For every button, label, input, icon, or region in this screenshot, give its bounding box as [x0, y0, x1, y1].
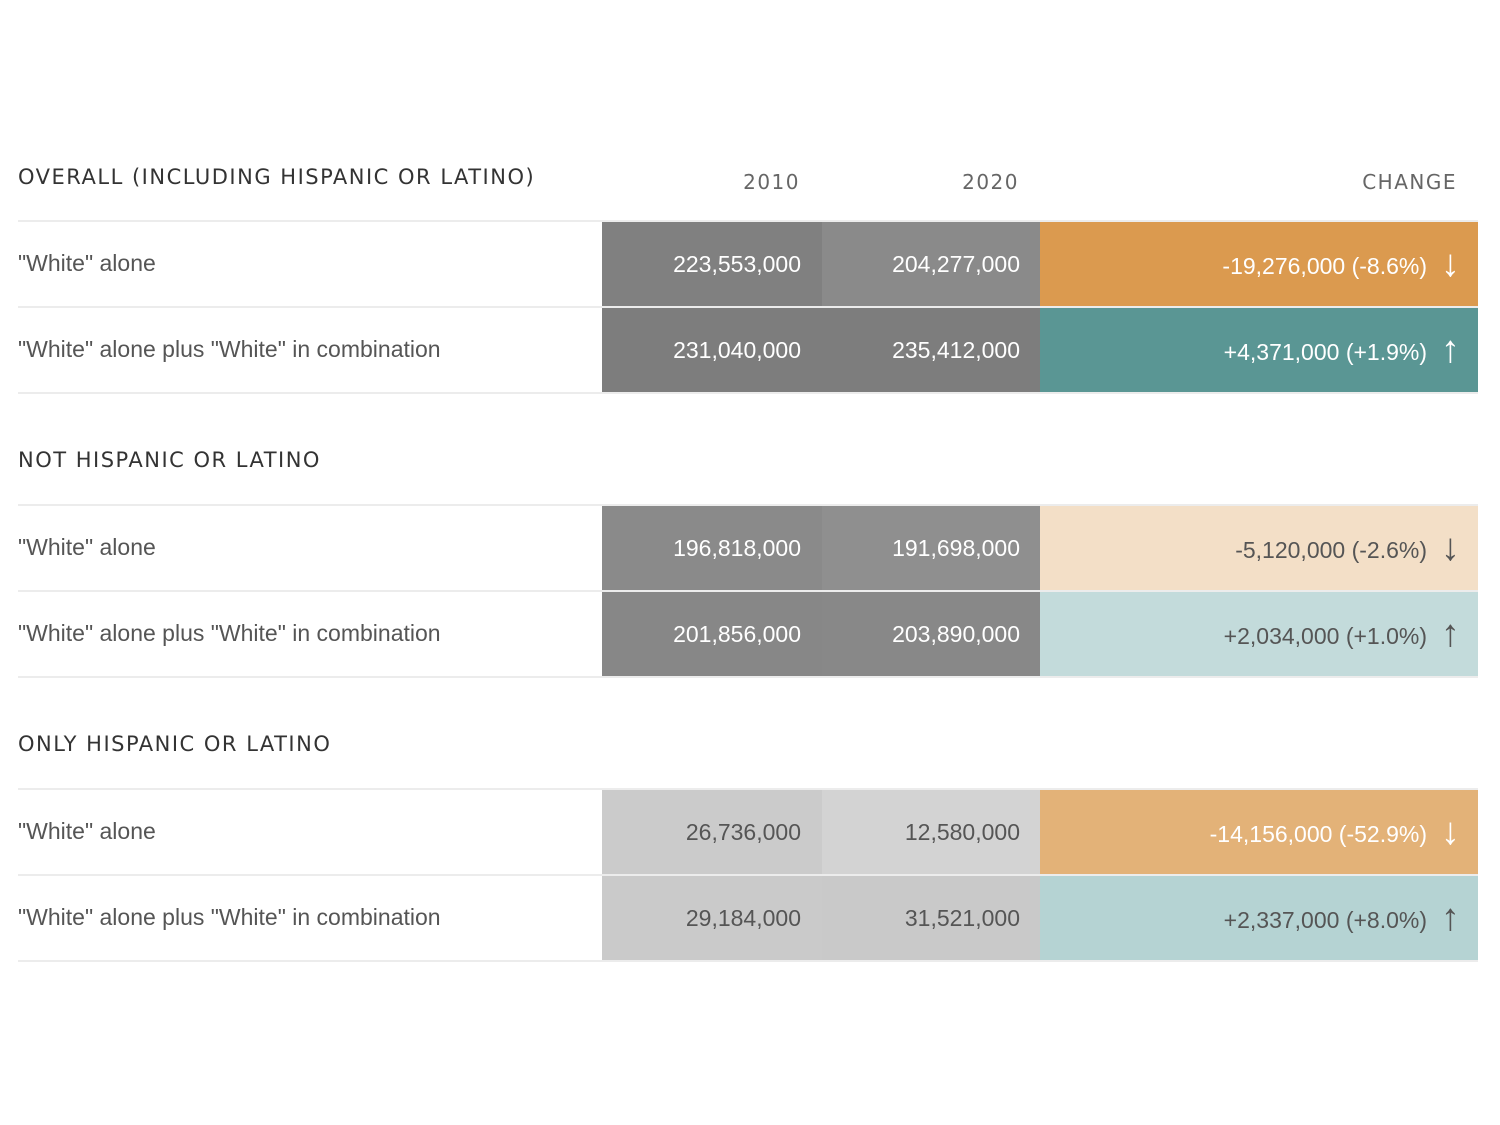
section-title: NOT HISPANIC OR LATINO	[18, 448, 321, 472]
arrow-up-icon: ↑	[1441, 896, 1460, 939]
column-header: 2020	[962, 170, 1019, 194]
section-spacer	[18, 394, 1478, 444]
row-label: "White" alone	[18, 250, 156, 276]
change-value: -5,120,000 (-2.6%)	[1235, 537, 1427, 563]
change-cell: +2,034,000 (+1.0%) ↑	[1040, 592, 1478, 676]
row-label: "White" alone	[18, 818, 156, 844]
value-2020-cell: 191,698,000	[822, 506, 1040, 590]
section-header: ONLY HISPANIC OR LATINO	[18, 728, 1478, 790]
section-spacer	[18, 678, 1478, 728]
change-cell: -5,120,000 (-2.6%) ↓	[1040, 506, 1478, 590]
change-value: +2,337,000 (+8.0%)	[1223, 907, 1427, 933]
column-header: 2010	[743, 170, 800, 194]
value-2010-cell: 29,184,000	[602, 876, 822, 960]
section-header: OVERALL (INCLUDING HISPANIC OR LATINO) 20…	[18, 140, 1478, 222]
table-row: "White" alone plus "White" in combinatio…	[18, 592, 1478, 678]
table-row: "White" alone 196,818,000 191,698,000 -5,12…	[18, 506, 1478, 592]
table-row: "White" alone 26,736,000 12,580,000 -14,156…	[18, 790, 1478, 876]
value-2020-cell: 31,521,000	[822, 876, 1040, 960]
value-2010-cell: 26,736,000	[602, 790, 822, 874]
value-2020-cell: 12,580,000	[822, 790, 1040, 874]
column-header: CHANGE	[1362, 170, 1457, 194]
table-row: "White" alone plus "White" in combinatio…	[18, 876, 1478, 962]
table-row: "White" alone 223,553,000 204,277,000 -19,2…	[18, 222, 1478, 308]
change-cell: +2,337,000 (+8.0%) ↑	[1040, 876, 1478, 960]
value-2020-cell: 203,890,000	[822, 592, 1040, 676]
change-value: +4,371,000 (+1.9%)	[1223, 339, 1427, 365]
change-cell: -14,156,000 (-52.9%) ↓	[1040, 790, 1478, 874]
change-value: +2,034,000 (+1.0%)	[1223, 623, 1427, 649]
arrow-up-icon: ↑	[1441, 612, 1460, 655]
change-value: -14,156,000 (-52.9%)	[1209, 821, 1427, 847]
value-2010-cell: 231,040,000	[602, 308, 822, 392]
arrow-down-icon: ↓	[1441, 526, 1460, 569]
row-label: "White" alone plus "White" in combinatio…	[18, 336, 441, 362]
section-header: NOT HISPANIC OR LATINO	[18, 444, 1478, 506]
row-label: "White" alone plus "White" in combinatio…	[18, 904, 441, 930]
value-2010-cell: 223,553,000	[602, 222, 822, 306]
arrow-down-icon: ↓	[1441, 810, 1460, 853]
arrow-up-icon: ↑	[1441, 328, 1460, 371]
census-table: OVERALL (INCLUDING HISPANIC OR LATINO) 20…	[18, 140, 1478, 962]
section-title: OVERALL (INCLUDING HISPANIC OR LATINO)	[18, 165, 536, 189]
value-2010-cell: 196,818,000	[602, 506, 822, 590]
value-2020-cell: 235,412,000	[822, 308, 1040, 392]
row-label: "White" alone	[18, 534, 156, 560]
value-2010-cell: 201,856,000	[602, 592, 822, 676]
row-label: "White" alone plus "White" in combinatio…	[18, 620, 441, 646]
change-value: -19,276,000 (-8.6%)	[1222, 253, 1427, 279]
change-cell: +4,371,000 (+1.9%) ↑	[1040, 308, 1478, 392]
arrow-down-icon: ↓	[1441, 242, 1460, 285]
section-title: ONLY HISPANIC OR LATINO	[18, 732, 332, 756]
table-row: "White" alone plus "White" in combinatio…	[18, 308, 1478, 394]
change-cell: -19,276,000 (-8.6%) ↓	[1040, 222, 1478, 306]
value-2020-cell: 204,277,000	[822, 222, 1040, 306]
